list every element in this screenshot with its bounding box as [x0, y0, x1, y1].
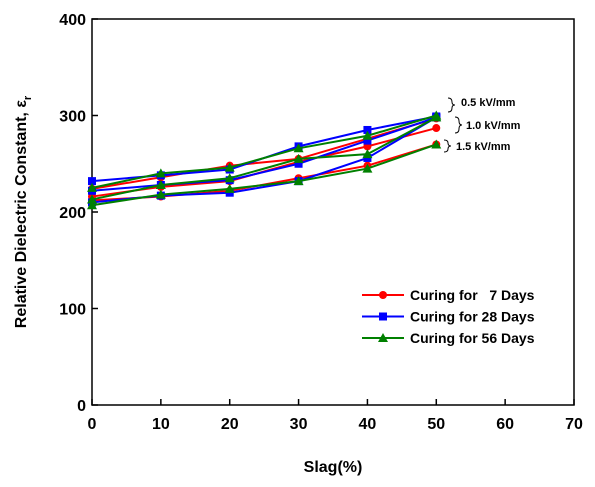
marker: [87, 182, 97, 192]
x-tick-label: 60: [496, 416, 514, 433]
x-tick-label: 30: [290, 416, 308, 433]
marker: [379, 291, 387, 299]
marker: [224, 173, 235, 183]
marker: [379, 312, 387, 321]
marker: [362, 163, 373, 173]
marker: [293, 143, 304, 153]
marker: [294, 159, 303, 168]
annotation: 0.5 kV/mm: [461, 97, 516, 109]
marker: [363, 125, 372, 134]
plot-frame: [91, 18, 575, 406]
marker: [155, 189, 166, 199]
brace: [454, 116, 463, 134]
legend-label: Curing for 56 Days: [410, 330, 535, 346]
marker: [224, 183, 235, 193]
brace: [447, 97, 456, 113]
y-tick-label: 100: [59, 302, 86, 319]
y-axis-label-subscript: r: [22, 95, 34, 100]
marker: [362, 149, 373, 159]
series-line: [91, 116, 437, 201]
y-axis-label-text: Relative Dielectric Constant, ε: [13, 100, 30, 329]
annotation: 1.5 kV/mm: [456, 141, 511, 153]
marker: [378, 333, 388, 342]
marker: [155, 179, 166, 189]
y-tick-label: 400: [59, 12, 86, 29]
annotation: 1.0 kV/mm: [466, 120, 521, 132]
series-line: [91, 116, 437, 192]
y-tick-label: 0: [77, 398, 86, 415]
legend-label: Curing for 28 Days: [410, 309, 535, 325]
marker: [87, 194, 97, 204]
x-tick-label: 50: [427, 416, 445, 433]
x-axis-label: Slag(%): [304, 459, 363, 476]
x-tick-label: 40: [359, 416, 377, 433]
marker: [155, 168, 166, 178]
series-line: [91, 143, 437, 207]
x-tick-label: 10: [152, 416, 170, 433]
marker: [363, 136, 372, 145]
marker: [431, 139, 442, 149]
series-line: [91, 114, 437, 189]
marker: [224, 162, 235, 172]
series-line: [91, 117, 437, 190]
x-tick-label: 20: [221, 416, 239, 433]
marker: [293, 153, 304, 163]
marker: [293, 176, 304, 186]
marker: [87, 200, 97, 210]
y-tick-label: 200: [59, 205, 86, 222]
y-axis-label: Relative Dielectric Constant, εr: [13, 95, 34, 328]
marker: [362, 130, 373, 140]
marker: [88, 177, 96, 186]
brace: [443, 139, 452, 153]
marker: [431, 112, 442, 122]
legend-label: Curing for 7 Days: [410, 287, 535, 303]
marker: [432, 124, 441, 133]
x-tick-label: 70: [565, 416, 583, 433]
y-tick-label: 300: [59, 109, 86, 126]
x-tick-label: 0: [88, 416, 97, 433]
